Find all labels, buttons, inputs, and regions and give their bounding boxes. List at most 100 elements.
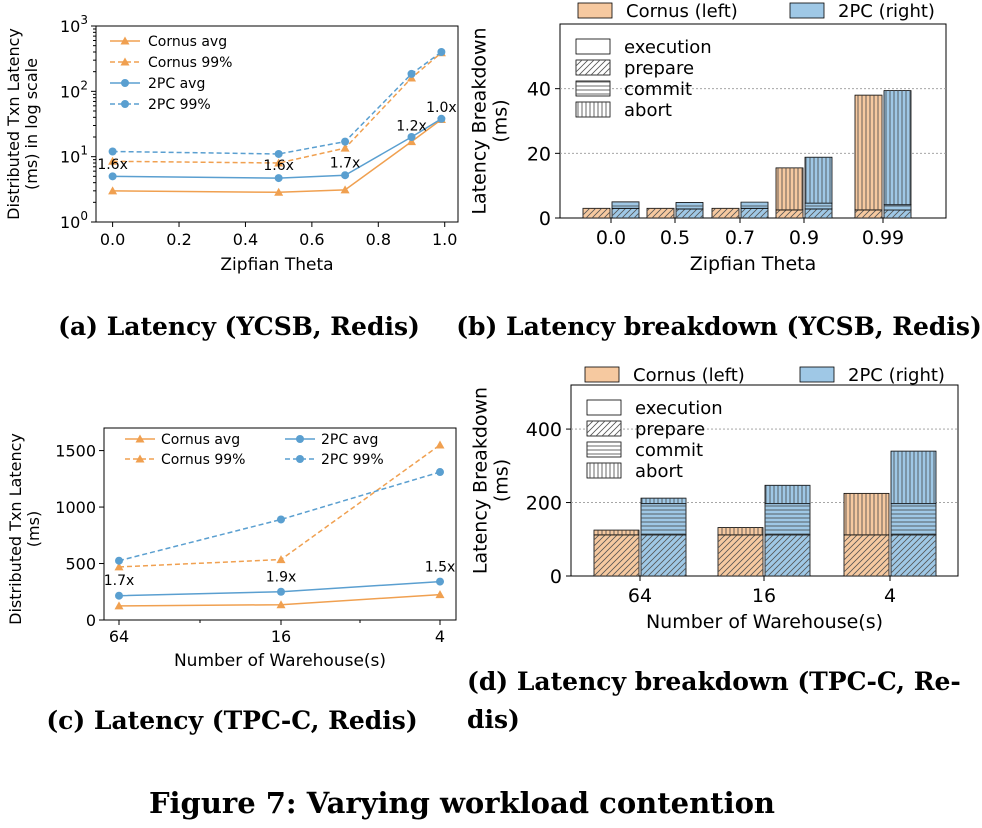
data-point	[274, 187, 284, 196]
x-tick-label: 0.6	[299, 230, 324, 249]
data-point	[108, 156, 118, 165]
y-axis-label: Distributed Txn Latency(ms)	[6, 433, 43, 625]
legend-marker	[135, 454, 145, 463]
legend-label: prepare	[624, 58, 694, 79]
data-point	[115, 591, 123, 600]
bar-segment-hatch	[884, 204, 911, 210]
x-tick-label: 64	[109, 627, 129, 646]
data-point	[274, 174, 283, 183]
data-point	[108, 186, 118, 195]
y-tick-label: 0	[550, 566, 562, 588]
bar-segment-hatch	[855, 209, 882, 218]
annotation-label: 1.7x	[104, 573, 135, 589]
legend-label: Cornus avg	[148, 34, 227, 50]
bar-segment-hatch	[612, 208, 639, 218]
legend-swatch	[584, 366, 620, 383]
bar-segment-hatch	[891, 451, 936, 504]
legend-label: commit	[624, 79, 692, 100]
bar-segment-hatch	[765, 485, 810, 504]
x-tick-label: 4	[884, 585, 896, 607]
legend-label: 2PC (right)	[838, 1, 935, 22]
bar-segment-hatch	[776, 167, 803, 210]
bar-segment-hatch	[718, 534, 763, 576]
y-axis-label: Distributed Txn Latency(ms) in log scale	[4, 28, 41, 220]
bar-segment-hatch	[647, 208, 674, 218]
data-point	[437, 47, 446, 56]
x-tick-label: 16	[752, 585, 776, 607]
y-tick-label: 103	[60, 13, 88, 36]
bar-segment-hatch	[612, 201, 639, 209]
legend-label: Cornus (left)	[633, 365, 745, 386]
legend-swatch-hatch	[587, 442, 621, 457]
legend-swatch-hatch	[576, 60, 610, 75]
data-point	[407, 69, 416, 78]
legend-label: 2PC avg	[321, 432, 378, 448]
x-tick-label: 0.99	[862, 227, 904, 249]
legend-marker	[120, 36, 130, 45]
data-point	[114, 601, 124, 610]
data-point	[274, 158, 284, 167]
data-point	[341, 137, 350, 146]
bar-segment-hatch	[844, 493, 889, 535]
y-tick-label: 102	[60, 78, 88, 101]
legend-marker	[296, 435, 304, 443]
annotation-label: 1.9x	[266, 570, 297, 586]
data-point	[436, 577, 444, 586]
x-axis-label: Number of Warehouse(s)	[174, 651, 386, 671]
bar-segment-hatch	[718, 527, 763, 535]
data-point	[340, 143, 350, 152]
annotation-label: 1.6x	[263, 158, 294, 174]
bar-segment-hatch	[594, 530, 639, 535]
plot-frame	[95, 25, 459, 223]
x-axis-label: Number of Warehouse(s)	[646, 611, 883, 633]
y-tick-label: 1000	[55, 498, 96, 517]
legend-label: Cornus 99%	[148, 55, 232, 71]
legend-swatch	[575, 38, 611, 55]
x-tick-label: 0.8	[366, 230, 391, 249]
y-tick-label: 100	[60, 209, 88, 232]
caption-d-line2: dis)	[467, 705, 520, 734]
bar-segment-hatch	[765, 534, 810, 576]
bar-segment-hatch	[641, 498, 686, 504]
data-point	[437, 114, 446, 123]
x-tick-label: 0.0	[596, 227, 626, 249]
data-point	[277, 587, 285, 596]
data-point	[407, 132, 416, 141]
annotation-label: 1.5x	[425, 559, 456, 575]
caption-b: (b) Latency breakdown (YCSB, Redis)	[456, 312, 982, 341]
legend-swatch	[799, 366, 835, 383]
legend-label: abort	[624, 100, 672, 121]
bar-segment-hatch	[805, 208, 832, 218]
legend-label: 2PC (right)	[848, 365, 945, 386]
data-point	[435, 590, 445, 599]
legend-marker	[120, 57, 130, 66]
legend-label: 2PC 99%	[148, 97, 211, 113]
data-point	[276, 555, 286, 564]
bar-segment-hatch	[891, 503, 936, 535]
bar-segment-hatch	[741, 208, 768, 218]
annotation-label: 1.2x	[396, 119, 427, 135]
bar-segment-hatch	[583, 208, 610, 218]
y-tick-label: 40	[527, 79, 551, 101]
legend-label: execution	[624, 37, 712, 58]
data-point	[341, 171, 350, 180]
bar-segment-hatch	[741, 202, 768, 209]
y-tick-label: 1500	[55, 442, 96, 461]
bar-segment-hatch	[855, 95, 882, 210]
data-point	[274, 149, 283, 158]
x-tick-label: 0.0	[100, 230, 125, 249]
legend-swatch-hatch	[576, 81, 610, 96]
legend-swatch-hatch	[576, 102, 610, 117]
bar-segment-hatch	[641, 534, 686, 576]
data-point	[435, 440, 445, 449]
x-tick-label: 4	[435, 627, 445, 646]
legend-label: 2PC 99%	[321, 452, 384, 468]
bar-segment-hatch	[776, 209, 803, 218]
bar-segment-hatch	[676, 208, 703, 218]
x-tick-label: 64	[628, 585, 652, 607]
x-tick-label: 0.9	[789, 227, 819, 249]
annotation-label: 1.6x	[97, 157, 128, 173]
y-tick-label: 101	[60, 144, 88, 167]
x-axis-label: Zipfian Theta	[220, 255, 333, 275]
